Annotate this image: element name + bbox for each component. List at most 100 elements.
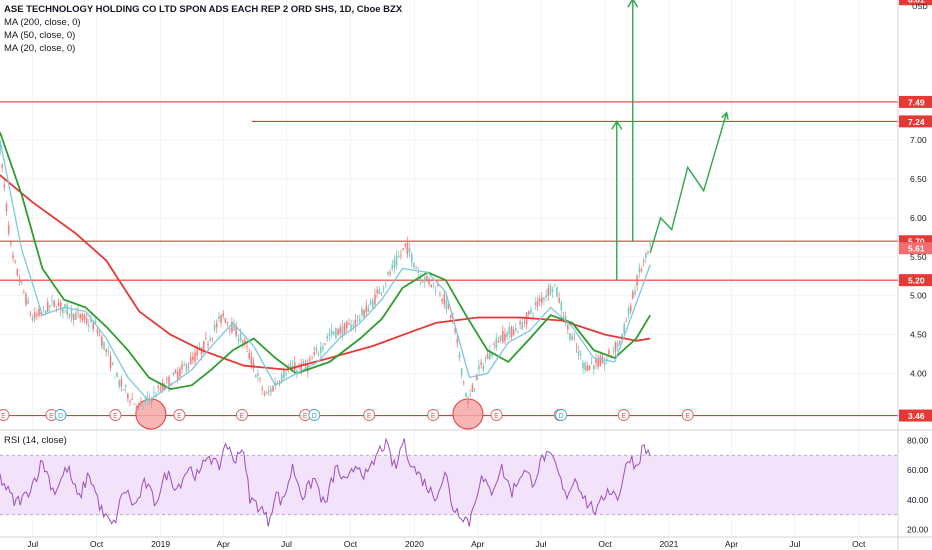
candle-body	[465, 392, 467, 398]
candle-body	[612, 351, 615, 353]
candle-body	[244, 339, 246, 343]
candle-body	[72, 314, 75, 320]
candle-body	[619, 341, 621, 344]
candle-body	[534, 303, 537, 306]
candle-body	[218, 316, 220, 319]
candle-body	[114, 377, 116, 379]
rsi-series	[0, 437, 651, 527]
earnings-marker-label: E	[177, 413, 182, 420]
candle-body	[59, 302, 62, 311]
candle-body	[610, 355, 612, 356]
rsi-tick-label: 80.00	[907, 435, 929, 445]
candle-body	[51, 300, 53, 302]
candle-body	[98, 333, 101, 335]
legend-ma200[interactable]: MA (200, close, 0)	[4, 17, 81, 28]
earnings-marker	[0, 409, 10, 421]
candle-body	[68, 314, 71, 316]
candle-body	[345, 322, 348, 329]
candle-body	[582, 362, 584, 369]
candle-body	[172, 372, 175, 376]
candle-body	[241, 341, 244, 344]
y-tick-label: 6.50	[910, 174, 927, 184]
earnings-marker	[173, 409, 186, 421]
candle-body	[374, 294, 376, 305]
candle-body	[263, 393, 266, 396]
candle-body	[159, 388, 162, 391]
candle-body	[252, 362, 255, 367]
candle-body	[441, 299, 443, 302]
candle-body	[324, 343, 326, 345]
candle-body	[228, 328, 231, 330]
candle-body	[417, 272, 420, 273]
x-tick-label: Oct	[90, 539, 104, 549]
candle-body	[335, 328, 337, 339]
legend-ma20[interactable]: MA (20, close, 0)	[4, 43, 76, 54]
candle-body	[384, 283, 387, 285]
legend-ma50[interactable]: MA (50, close, 0)	[4, 30, 76, 41]
candle-body	[131, 398, 133, 400]
candle-body	[332, 331, 335, 335]
candle-body	[540, 297, 543, 303]
candle-body	[237, 339, 240, 341]
x-tick-label: Jul	[536, 539, 547, 549]
candle-body	[196, 350, 199, 356]
x-tick-label: Oct	[852, 539, 866, 549]
candle-body	[397, 256, 400, 258]
candle-body	[361, 308, 363, 315]
candle-body	[142, 406, 144, 407]
rsi-tick-label: 60.00	[907, 465, 929, 475]
candle-body	[42, 306, 45, 308]
candle-body	[512, 329, 515, 336]
candle-body	[250, 356, 253, 366]
candle-body	[456, 339, 459, 343]
level-label: 3.46	[908, 411, 925, 421]
candle-body	[343, 323, 346, 335]
candle-body	[584, 362, 586, 370]
candle-body	[46, 302, 49, 312]
candle-body	[12, 255, 14, 258]
candle-body	[530, 309, 532, 314]
level-badge	[899, 274, 932, 287]
earnings-marker-label: E	[49, 413, 54, 420]
candle-body	[226, 322, 229, 324]
x-tick-label: Oct	[598, 539, 612, 549]
candle-body	[523, 321, 526, 323]
candle-body	[625, 320, 628, 322]
earnings-marker-label: E	[1, 413, 6, 420]
candle-body	[571, 335, 573, 341]
candle-body	[376, 290, 378, 293]
y-tick-label: 4.50	[910, 330, 927, 340]
candle-body	[423, 276, 426, 282]
last-price-label: 5.61	[908, 244, 925, 254]
candle-body	[356, 316, 359, 318]
candle-body	[85, 318, 88, 324]
candle-body	[83, 315, 86, 320]
candle-body	[289, 364, 292, 370]
candle-body	[248, 353, 251, 359]
dividend-marker-label: D	[559, 413, 564, 420]
candle-body	[486, 354, 489, 359]
candle-body	[276, 382, 279, 384]
candle-body	[573, 337, 576, 339]
candle-body	[649, 242, 651, 246]
candle-body	[371, 300, 374, 308]
candle-body	[254, 375, 257, 378]
candle-body	[538, 298, 541, 302]
candle-body	[207, 343, 209, 346]
candle-body	[640, 269, 643, 272]
event-markers: EEEEEEEEEEEEDDD	[0, 409, 694, 421]
currency-label: USD	[912, 2, 928, 11]
candle-body	[348, 323, 350, 325]
x-tick-label: 2019	[151, 539, 170, 549]
candle-body	[280, 374, 283, 381]
candle-body	[352, 324, 355, 327]
rsi-legend[interactable]: RSI (14, close)	[4, 435, 67, 446]
candle-body	[404, 243, 407, 246]
candle-body	[467, 400, 469, 404]
candle-body	[317, 353, 320, 355]
projection-arrow-head	[611, 120, 623, 130]
earnings-marker	[490, 409, 503, 421]
candle-body	[105, 348, 107, 352]
candle-body	[469, 394, 472, 396]
